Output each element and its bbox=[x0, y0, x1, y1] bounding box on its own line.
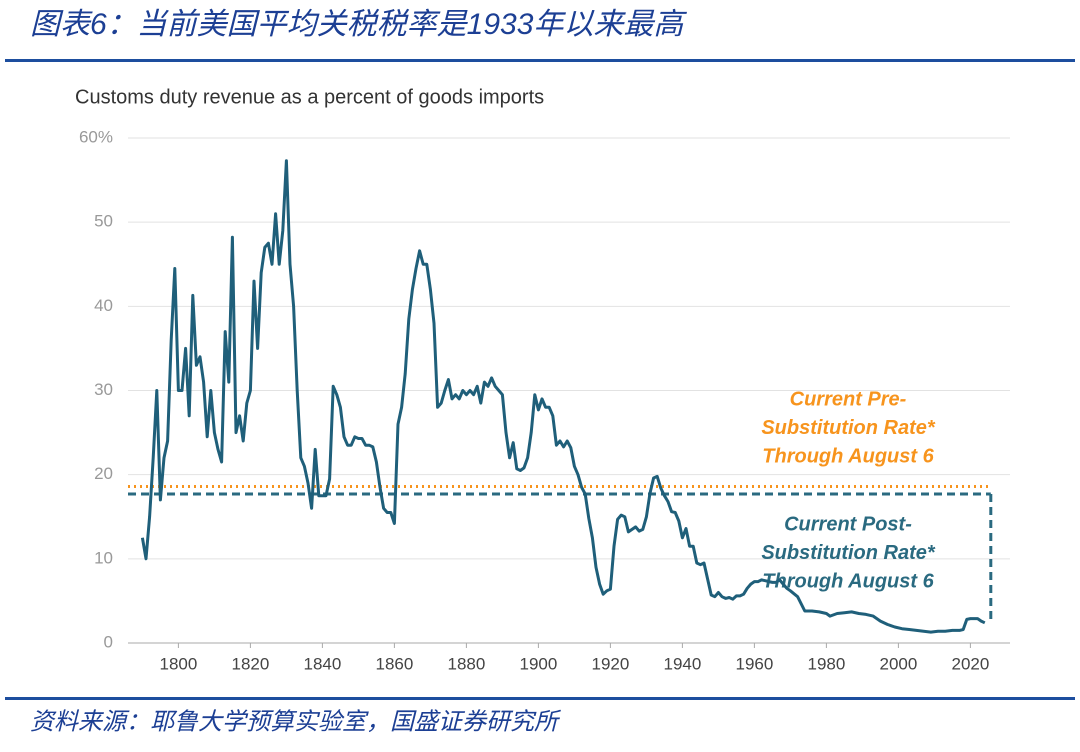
annotation: Current Pre- bbox=[790, 388, 907, 410]
x-tick-label: 1820 bbox=[231, 654, 269, 673]
header-rule bbox=[5, 59, 1075, 62]
annotation: Current Post- bbox=[784, 513, 912, 535]
x-tick-label: 1940 bbox=[663, 654, 701, 673]
x-tick-label: 1980 bbox=[807, 654, 845, 673]
annotation: Substitution Rate* bbox=[761, 542, 936, 564]
x-tick-label: 1860 bbox=[375, 654, 413, 673]
x-tick-label: 2000 bbox=[879, 654, 917, 673]
annotation: Through August 6 bbox=[762, 570, 934, 592]
x-tick-label: 2020 bbox=[951, 654, 989, 673]
annotation: Through August 6 bbox=[762, 445, 934, 467]
x-tick-label: 1960 bbox=[735, 654, 773, 673]
y-tick-label: 40 bbox=[94, 296, 113, 315]
y-tick-label: 30 bbox=[94, 380, 113, 399]
x-tick-label: 1900 bbox=[519, 654, 557, 673]
y-tick-label: 0 bbox=[104, 632, 113, 651]
x-tick-label: 1920 bbox=[591, 654, 629, 673]
y-tick-label: 20 bbox=[94, 464, 113, 483]
y-tick-label: 10 bbox=[94, 548, 113, 567]
header-title: 图表6：当前美国平均关税税率是1933年以来最高 bbox=[30, 8, 687, 41]
footer-rule bbox=[5, 697, 1075, 700]
y-tick-label: 60% bbox=[79, 127, 113, 146]
annotation: Substitution Rate* bbox=[761, 417, 936, 439]
footer-source: 资料来源：耶鲁大学预算实验室，国盛证券研究所 bbox=[30, 708, 562, 735]
x-tick-label: 1880 bbox=[447, 654, 485, 673]
x-tick-label: 1840 bbox=[303, 654, 341, 673]
chart-title: Customs duty revenue as a percent of goo… bbox=[75, 86, 544, 108]
x-tick-label: 1800 bbox=[159, 654, 197, 673]
y-tick-label: 50 bbox=[94, 212, 113, 231]
series-line bbox=[140, 159, 986, 634]
